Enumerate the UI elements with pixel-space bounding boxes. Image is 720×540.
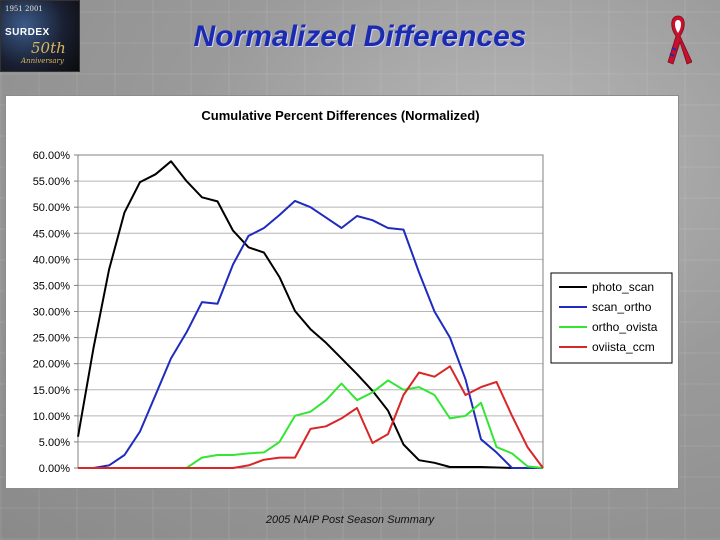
series-line-ortho_ovista (78, 379, 544, 469)
company-logo: 1951 2001 SURDEX 50th Anniversary (0, 0, 80, 72)
y-tick-label: 20.00% (33, 359, 71, 371)
legend-label-ortho_ovista: ortho_ovista (592, 320, 658, 334)
logo-fifty: 50th (31, 39, 66, 57)
y-tick-label: 30.00% (33, 307, 71, 319)
ribbon-icon (667, 15, 692, 65)
series-line-photo_scan (77, 160, 543, 469)
y-tick-label: 15.00% (33, 385, 71, 397)
logo-years: 1951 2001 (5, 5, 43, 13)
y-tick-label: 0.00% (39, 463, 70, 475)
logo-brand: SURDEX (5, 27, 50, 38)
y-tick-label: 35.00% (33, 280, 71, 292)
y-tick-label: 55.00% (33, 176, 71, 188)
chart-title: Cumulative Percent Differences (Normaliz… (201, 108, 479, 123)
y-tick-label: 45.00% (33, 228, 71, 240)
y-tick-label: 5.00% (39, 437, 70, 449)
y-tick-label: 60.00% (33, 150, 71, 162)
chart-svg: Cumulative Percent Differences (Normaliz… (33, 108, 673, 475)
series-line-scan_ortho (78, 199, 543, 469)
legend-label-scan_ortho: scan_ortho (592, 300, 652, 314)
y-tick-label: 50.00% (33, 202, 71, 214)
footer-text: 2005 NAIP Post Season Summary (265, 514, 435, 526)
chart-panel: Cumulative Percent Differences (Normaliz… (5, 95, 679, 489)
logo-anniversary: Anniversary (21, 57, 64, 65)
y-tick-label: 25.00% (33, 333, 71, 345)
plot-area (77, 154, 544, 469)
y-tick-label: 40.00% (33, 254, 71, 266)
legend-label-photo_scan: photo_scan (592, 280, 654, 294)
y-tick-label: 10.00% (33, 411, 71, 423)
series-line-oviista_ccm (78, 365, 544, 469)
legend-label-oviista_ccm: oviista_ccm (592, 340, 655, 354)
page-title: Normalized Differences (193, 20, 527, 53)
